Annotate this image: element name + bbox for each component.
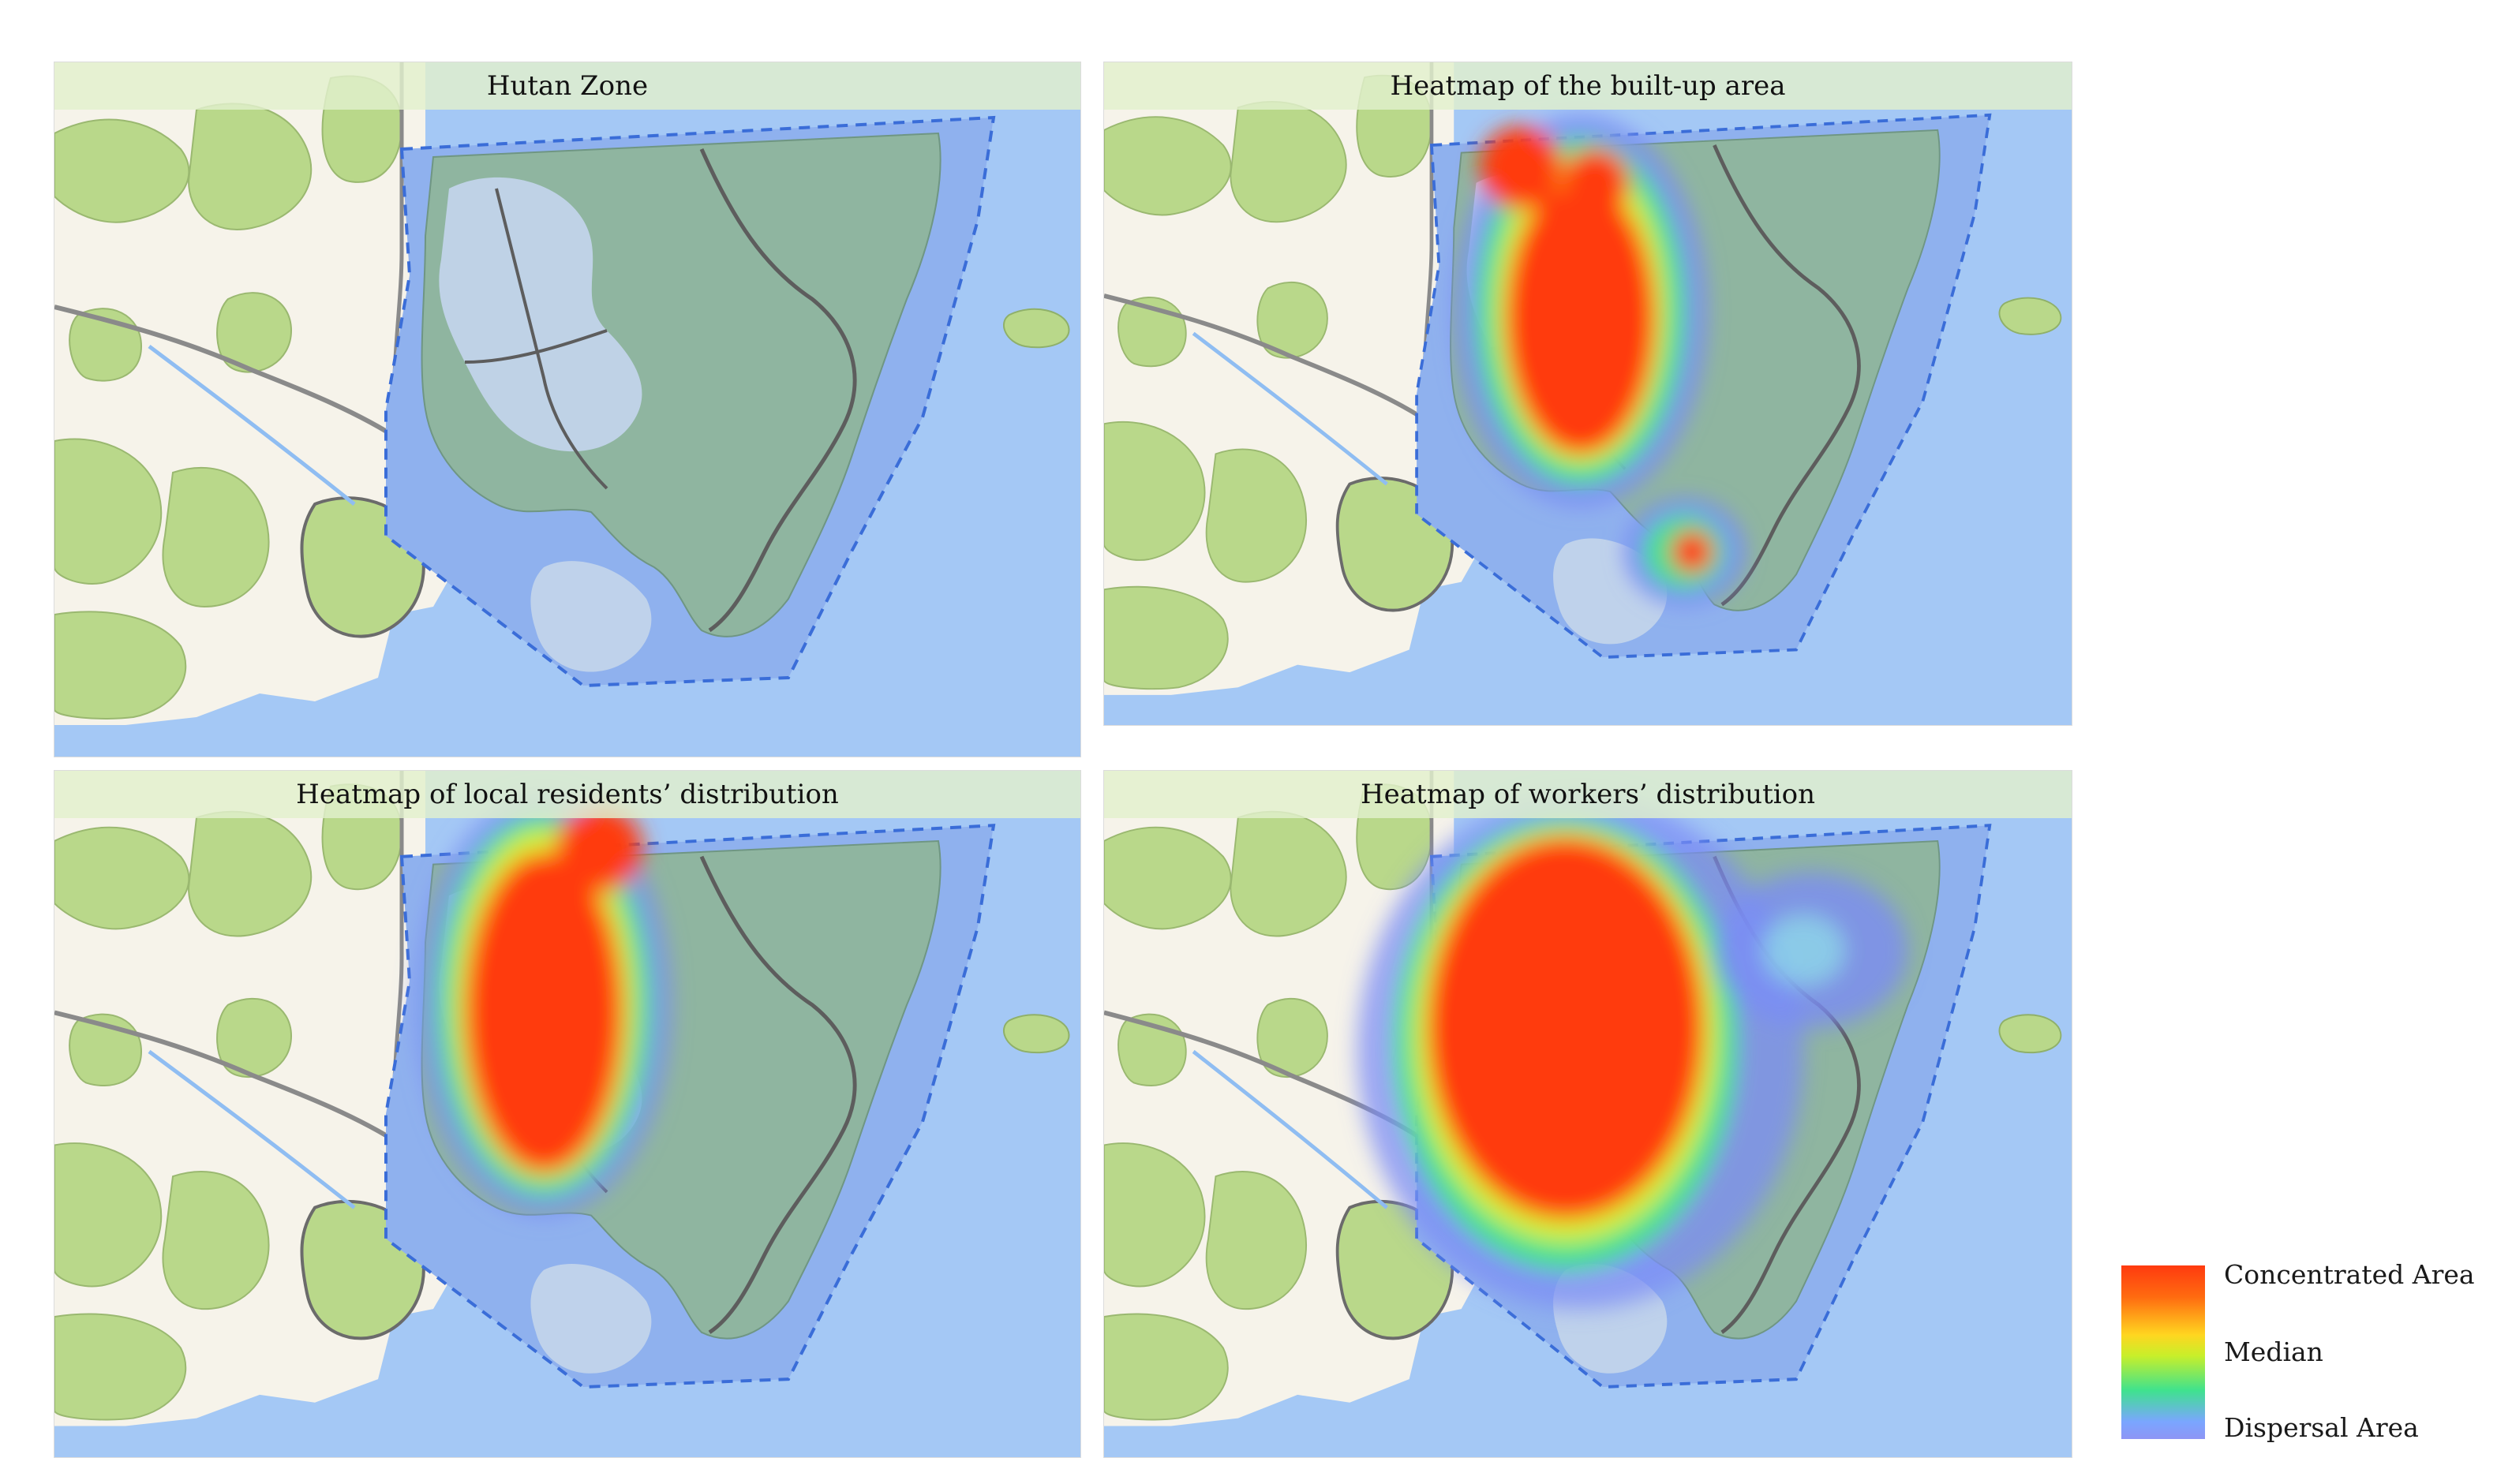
legend-label-low: Dispersal Area xyxy=(2224,1412,2419,1443)
map-canvas xyxy=(1104,62,2072,725)
map-canvas xyxy=(54,771,1080,1457)
panel-title: Heatmap of local residents’ distribution xyxy=(54,771,1080,818)
map-panel-workers: Heatmap of workers’ distribution xyxy=(1103,770,2072,1458)
heat-legend: Concentrated Area Median Dispersal Area xyxy=(2121,1259,2492,1456)
panel-title: Heatmap of the built-up area xyxy=(1104,62,2072,110)
legend-label-high: Concentrated Area xyxy=(2224,1259,2475,1290)
map-panel-hutan-zone: Hutan Zone xyxy=(54,62,1081,757)
legend-label-mid: Median xyxy=(2224,1336,2323,1367)
map-canvas xyxy=(1104,771,2072,1457)
panel-title: Hutan Zone xyxy=(54,62,1080,110)
map-panel-built-up: Heatmap of the built-up area xyxy=(1103,62,2072,726)
map-panel-residents: Heatmap of local residents’ distribution xyxy=(54,770,1081,1458)
map-canvas xyxy=(54,62,1080,757)
legend-color-ramp xyxy=(2121,1265,2205,1439)
heat-layer-residents xyxy=(417,794,670,1216)
panel-title: Heatmap of workers’ distribution xyxy=(1104,771,2072,818)
